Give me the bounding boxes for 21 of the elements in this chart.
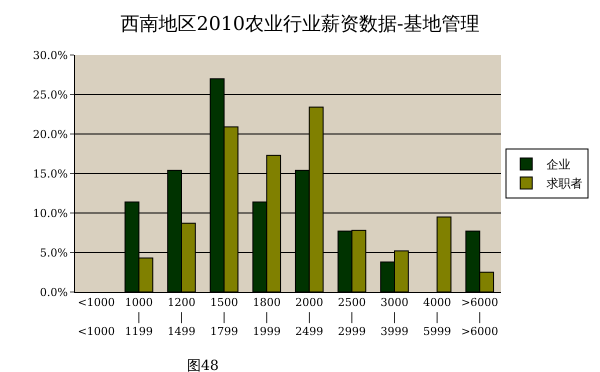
y-tick-label: 10.0% — [32, 206, 68, 220]
y-tick-label: 5.0% — [40, 246, 68, 260]
y-tick-label: 20.0% — [32, 128, 68, 141]
y-tick-label: 25.0% — [32, 88, 68, 102]
caption: 图48 — [187, 358, 219, 372]
x-tick-label: 1000 | 1199 — [124, 296, 153, 338]
x-tick-label: 2500 | 2999 — [338, 296, 366, 338]
x-tick-label: 1500 | 1799 — [210, 296, 238, 338]
x-tick-label: 4000 | 5999 — [423, 296, 452, 338]
x-tick-label: >6000 | >6000 — [461, 296, 498, 338]
x-tick-label: 2000 | 2499 — [295, 296, 324, 338]
chart-title: 西南地区2010农业行业薪资数据-基地管理 — [120, 13, 480, 36]
x-tick-label: 1800 | 1999 — [252, 296, 281, 338]
x-tick-label: 3000 | 3999 — [380, 296, 408, 338]
y-tick-label: 15.0% — [32, 167, 68, 180]
legend-label: 求职者 — [546, 176, 582, 191]
x-tick-label: 1200 | 1499 — [168, 296, 196, 338]
legend-label: 企业 — [546, 158, 570, 172]
y-tick-label: 30.0% — [32, 48, 68, 62]
category-label: <1000 <1000 — [78, 296, 115, 338]
y-tick-label: 0.0% — [40, 286, 68, 299]
